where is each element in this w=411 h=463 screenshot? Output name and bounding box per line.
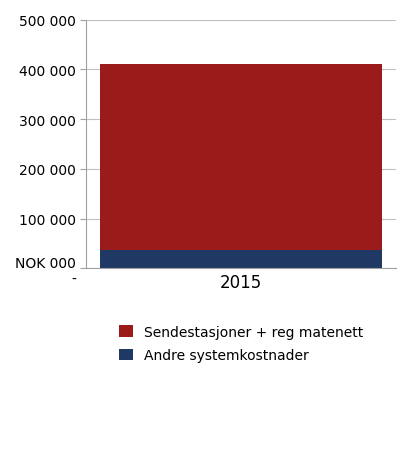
Legend: Sendestasjoner + reg matenett, Andre systemkostnader: Sendestasjoner + reg matenett, Andre sys… [112, 318, 370, 369]
Bar [100, 65, 382, 250]
Bar [100, 250, 382, 269]
